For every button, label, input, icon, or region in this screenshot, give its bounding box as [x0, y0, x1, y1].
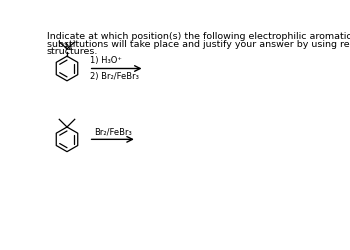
- Text: 2) Br₂/FeBr₃: 2) Br₂/FeBr₃: [90, 72, 139, 80]
- Text: 1) H₃O⁺: 1) H₃O⁺: [90, 56, 122, 66]
- Text: structures.: structures.: [47, 47, 98, 56]
- Text: Br₂/FeBr₃: Br₂/FeBr₃: [94, 127, 132, 136]
- Text: N: N: [64, 43, 70, 52]
- Text: Indicate at which position(s) the following electrophilic aromatic: Indicate at which position(s) the follow…: [47, 32, 350, 41]
- Text: substitutions will take place and justify your answer by using resonance: substitutions will take place and justif…: [47, 40, 350, 48]
